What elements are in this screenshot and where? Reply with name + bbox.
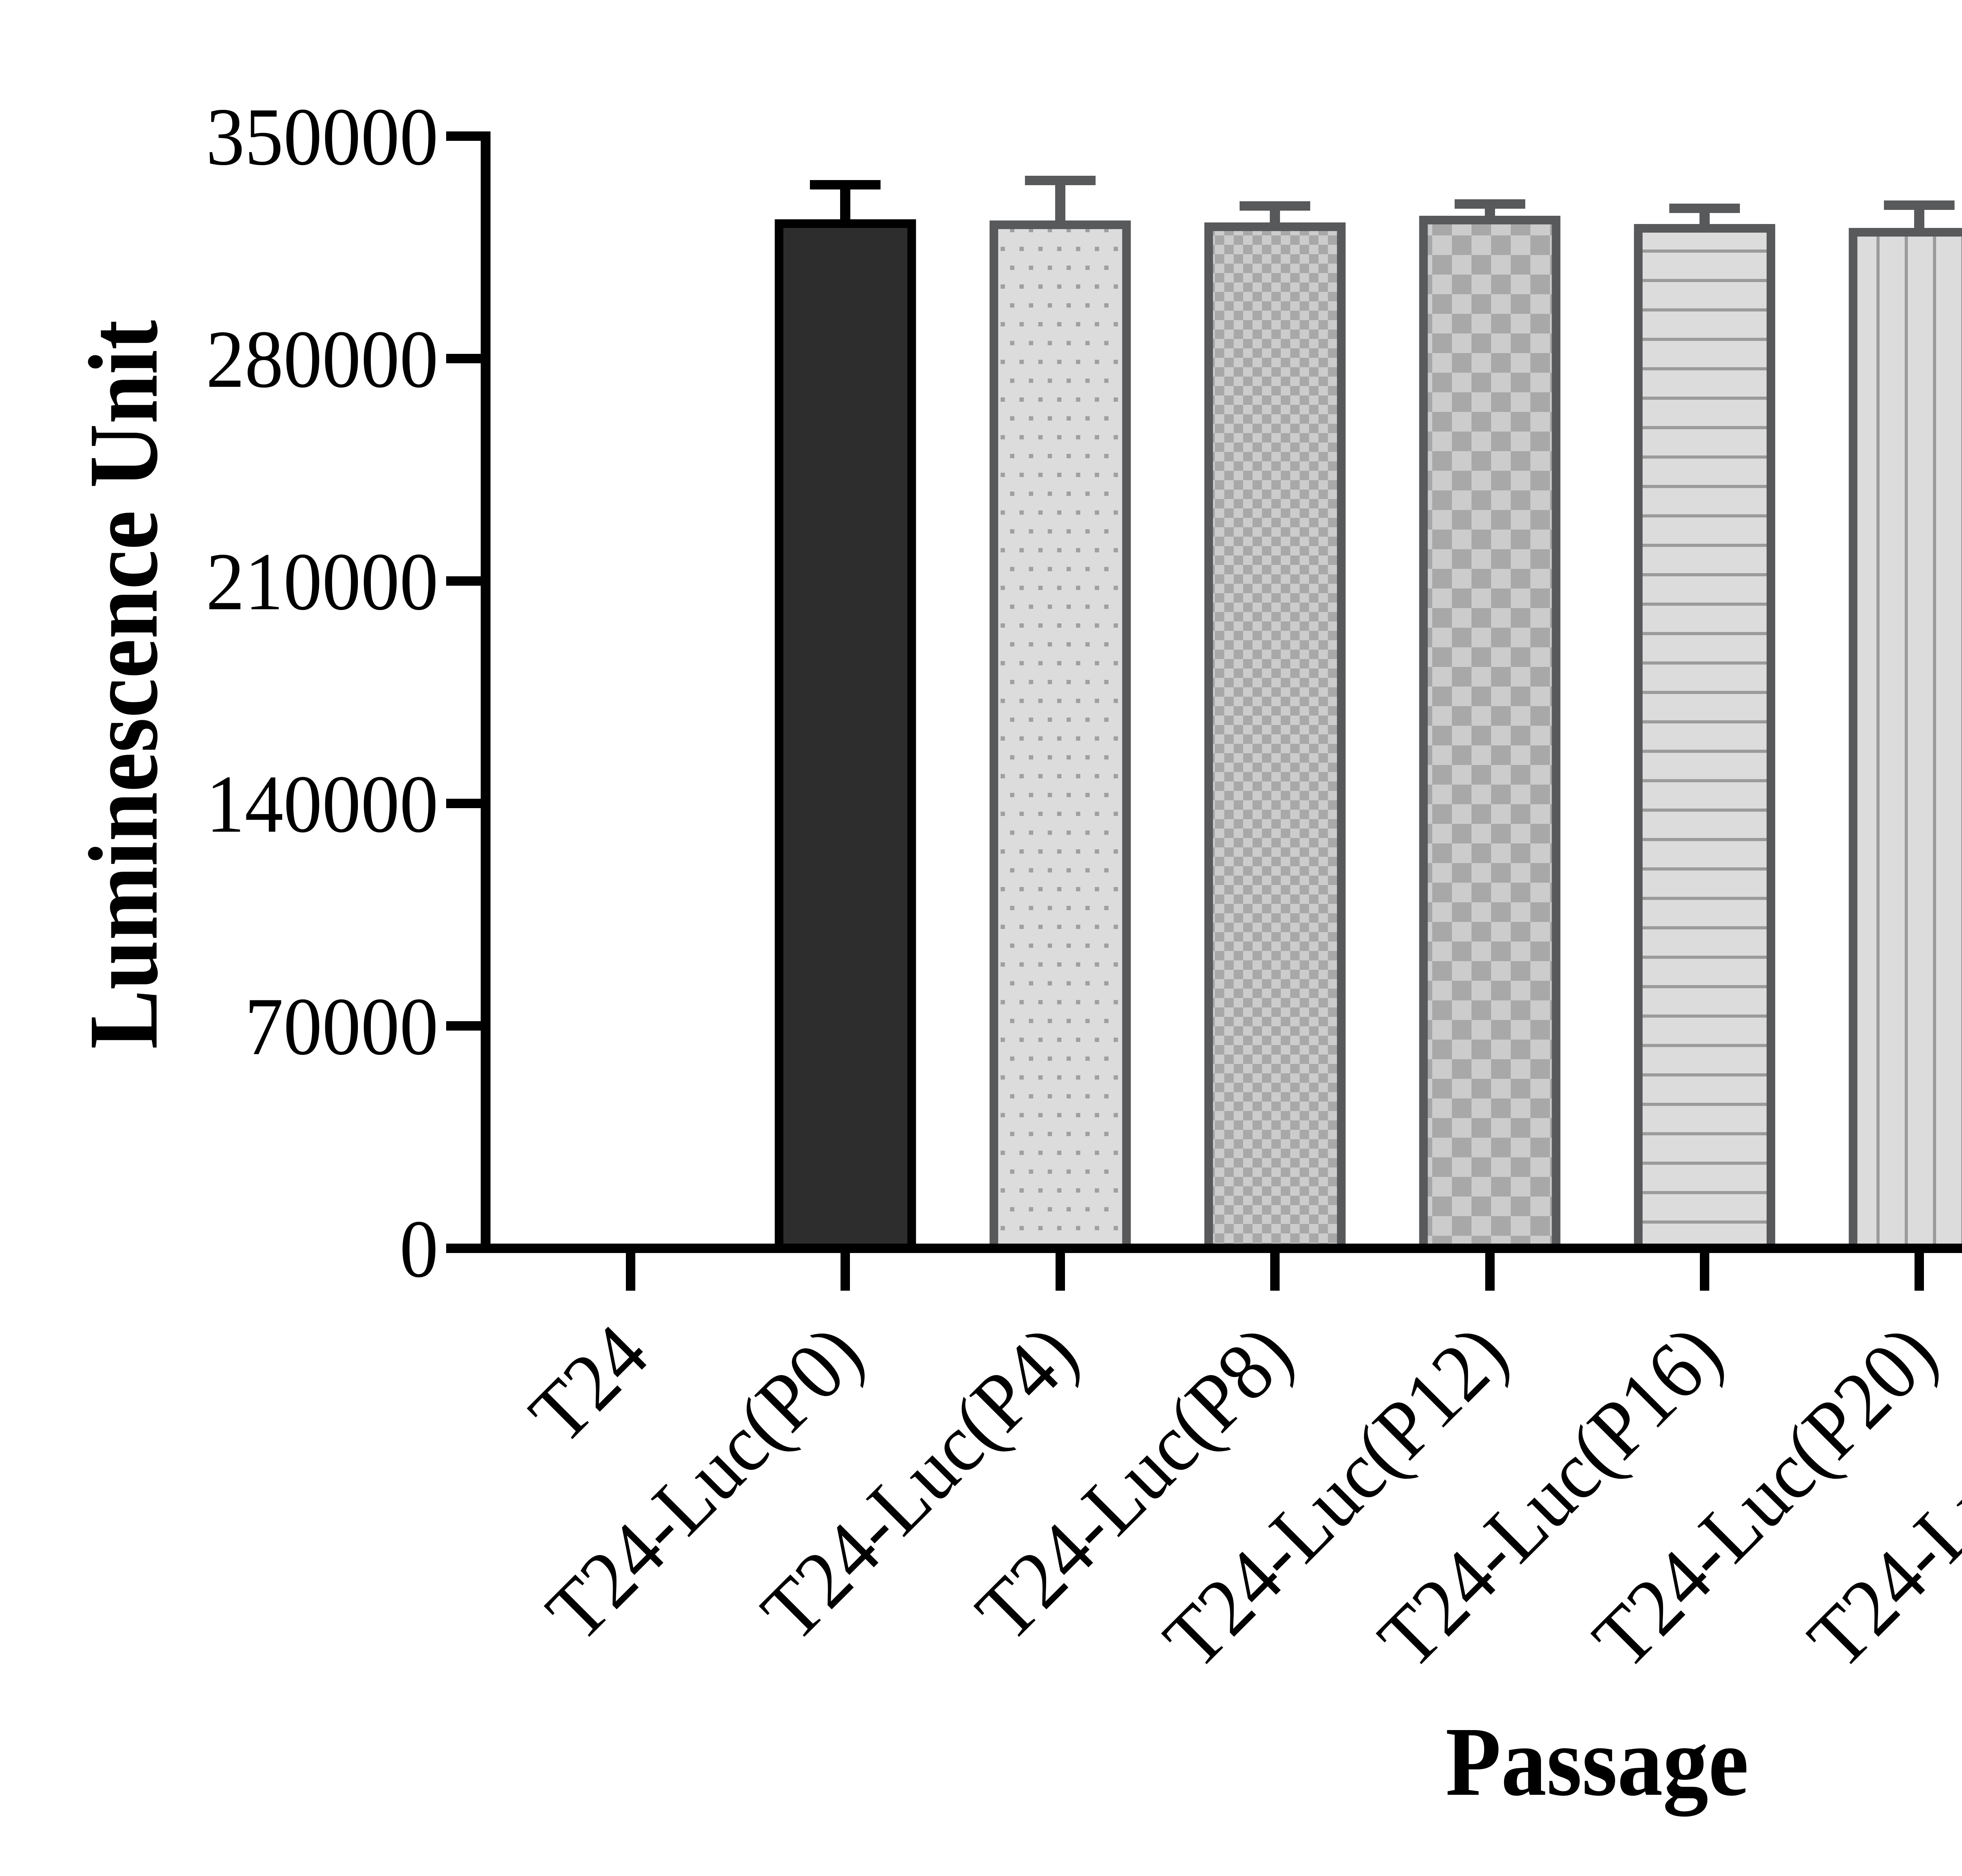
- svg-text:Passage: Passage: [1446, 1707, 1749, 1816]
- svg-text:0: 0: [399, 1203, 438, 1295]
- svg-text:Luminescence Unit: Luminescence Unit: [68, 320, 178, 1049]
- svg-text:280000: 280000: [206, 313, 438, 405]
- svg-text:210000: 210000: [206, 536, 438, 627]
- svg-text:70000: 70000: [245, 981, 438, 1072]
- svg-text:140000: 140000: [206, 758, 438, 850]
- svg-text:350000: 350000: [206, 91, 438, 182]
